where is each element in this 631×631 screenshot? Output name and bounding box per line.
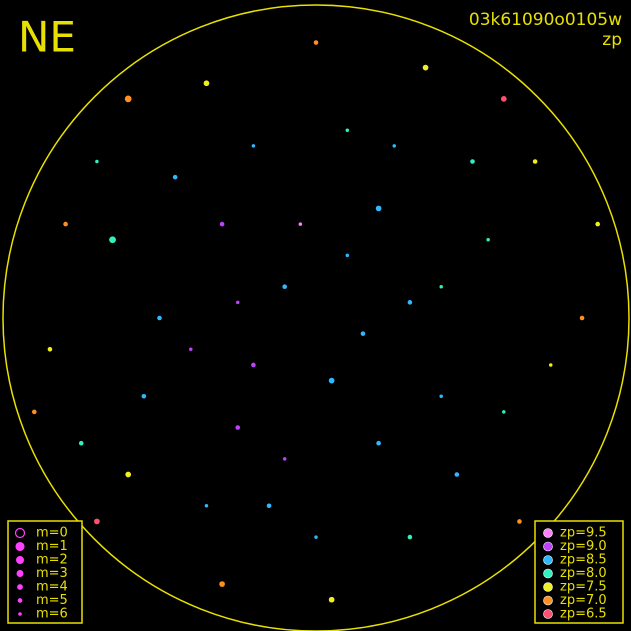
star-point xyxy=(579,315,585,321)
color-legend-label: zp=7.0 xyxy=(560,593,607,608)
star-point xyxy=(328,377,335,384)
size-legend-marker xyxy=(14,527,26,539)
star-point xyxy=(314,535,318,539)
color-legend-label: zp=8.0 xyxy=(560,566,607,581)
star-point xyxy=(251,144,256,148)
star-point xyxy=(204,504,209,508)
star-point xyxy=(282,284,288,290)
star-point xyxy=(500,96,507,102)
star-point xyxy=(298,222,303,226)
star-point xyxy=(375,205,382,212)
star-point xyxy=(266,503,272,509)
color-legend-marker xyxy=(543,595,553,606)
star-point xyxy=(595,221,600,227)
star-point xyxy=(172,174,178,180)
size-legend-marker xyxy=(17,584,23,590)
star-point xyxy=(345,128,350,132)
star-point xyxy=(470,159,475,164)
color-legend-marker xyxy=(543,609,553,619)
star-point xyxy=(236,300,240,305)
star-point xyxy=(313,40,319,45)
size-legend-marker xyxy=(18,612,22,616)
color-label: zp xyxy=(602,30,622,50)
chart-title: NE xyxy=(18,13,76,62)
color-legend-label: zp=8.5 xyxy=(560,553,607,568)
star-point xyxy=(157,315,162,321)
star-point xyxy=(78,440,84,446)
star-point xyxy=(219,581,225,587)
color-legend-label: zp=9.0 xyxy=(560,539,607,554)
color-legend-marker xyxy=(543,582,553,592)
star-point xyxy=(549,363,553,367)
star-point xyxy=(282,457,287,461)
color-legend-label: zp=9.5 xyxy=(560,526,607,541)
star-point xyxy=(360,331,366,336)
size-legend-label: m=1 xyxy=(36,539,68,554)
star-point xyxy=(251,362,256,368)
size-legend-label: m=5 xyxy=(36,593,68,608)
star-point xyxy=(345,253,350,258)
star-point xyxy=(235,425,241,430)
star-point xyxy=(32,409,37,415)
star-point xyxy=(532,159,538,164)
color-legend-label: zp=6.5 xyxy=(560,607,607,622)
star-point xyxy=(95,159,99,164)
size-legend-marker xyxy=(15,541,25,552)
size-legend-marker xyxy=(16,555,25,564)
star-point xyxy=(392,144,396,148)
star-point xyxy=(407,534,413,540)
star-point xyxy=(422,64,429,71)
star-point xyxy=(502,410,506,414)
plot-area xyxy=(32,40,600,603)
star-point xyxy=(407,300,413,305)
star-point xyxy=(486,238,490,242)
star-point xyxy=(141,393,147,399)
star-point xyxy=(439,284,443,289)
size-legend-marker xyxy=(16,570,24,577)
sky-horizon xyxy=(2,4,630,631)
size-legend-label: m=3 xyxy=(36,566,68,581)
color-legend-label: zp=7.5 xyxy=(560,580,607,595)
star-point xyxy=(109,236,116,244)
star-point xyxy=(219,221,225,227)
color-legend-marker xyxy=(543,555,553,565)
star-point xyxy=(454,472,460,477)
size-legend-label: m=4 xyxy=(36,580,68,595)
size-legend-label: m=0 xyxy=(36,526,68,541)
star-point xyxy=(63,221,68,227)
color-legend-marker xyxy=(543,528,553,538)
star-point xyxy=(439,394,443,398)
star-point xyxy=(124,95,132,103)
color-legend-marker xyxy=(543,541,553,552)
star-point xyxy=(125,471,132,478)
star-point xyxy=(47,347,53,352)
size-legend-label: m=2 xyxy=(36,553,68,568)
size-legend-marker xyxy=(17,598,23,603)
star-point xyxy=(328,596,335,603)
star-point xyxy=(189,347,193,352)
chart-subtitle: 03k61090o0105w xyxy=(469,10,622,30)
star-point xyxy=(376,440,381,446)
star-point xyxy=(203,80,210,87)
star-point xyxy=(94,518,100,525)
star-point xyxy=(517,519,522,524)
color-legend-marker xyxy=(543,568,553,579)
size-legend-label: m=6 xyxy=(36,607,68,622)
